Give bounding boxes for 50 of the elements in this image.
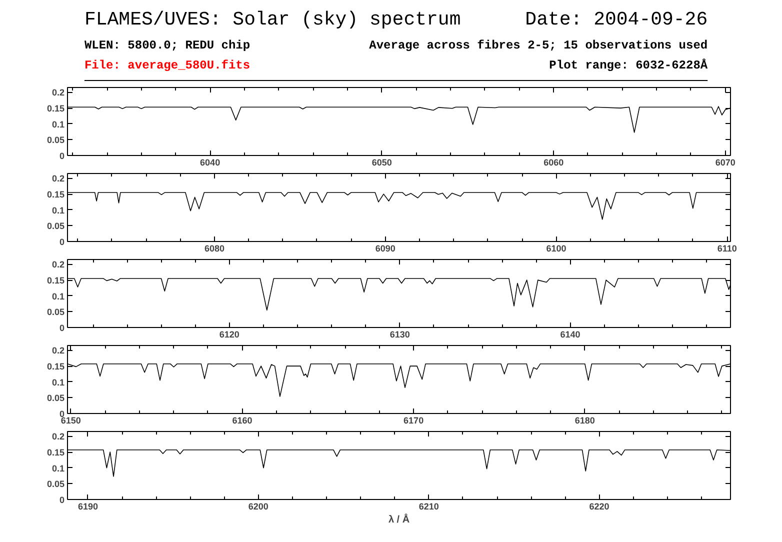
x-tick-label: 6130 bbox=[390, 330, 410, 340]
x-tick-label: 6120 bbox=[219, 330, 240, 340]
text: Average across fibres 2-5; 15 observations used bbox=[369, 38, 708, 52]
x-tick-label: 6150 bbox=[60, 416, 81, 426]
x-tick-label: 6200 bbox=[248, 502, 268, 512]
y-tick-label: 0.15 bbox=[46, 276, 65, 286]
y-tick-label: 0 bbox=[59, 323, 65, 333]
x-tick-label: 6070 bbox=[715, 158, 736, 168]
x-tick-label: 6090 bbox=[375, 244, 396, 254]
y-tick-label: 0.2 bbox=[52, 432, 65, 442]
chart-title: FLAMES/UVES: Solar (sky) spectrum bbox=[84, 8, 461, 30]
y-tick-label: 0.2 bbox=[52, 260, 65, 270]
y-tick-label: 0.15 bbox=[46, 104, 65, 114]
x-tick-label: 6110 bbox=[717, 244, 737, 254]
y-tick-label: 0.2 bbox=[52, 88, 65, 98]
y-tick-label: 0.05 bbox=[46, 479, 65, 490]
x-axis-title: λ / Å bbox=[388, 514, 410, 526]
y-tick-label: 0.15 bbox=[46, 362, 65, 372]
y-tick-label: 0.15 bbox=[46, 190, 65, 200]
x-tick-label: 6220 bbox=[589, 502, 610, 512]
y-tick-label: 0.2 bbox=[52, 346, 65, 356]
y-tick-label: 0.1 bbox=[52, 463, 65, 474]
x-tick-label: 6180 bbox=[574, 416, 595, 426]
y-tick-label: 0 bbox=[59, 237, 65, 247]
x-tick-label: 6080 bbox=[204, 244, 224, 254]
y-tick-label: 0.05 bbox=[46, 307, 65, 318]
y-tick-label: 0.1 bbox=[52, 377, 65, 388]
text: WLEN: 5800.0; REDU chip bbox=[84, 38, 250, 52]
x-tick-label: 6050 bbox=[372, 158, 392, 168]
text: Date: 2004-09-26 bbox=[525, 8, 708, 30]
text: File: average_580U.fits bbox=[84, 58, 250, 72]
y-tick-label: 0.1 bbox=[52, 119, 65, 130]
x-tick-label: 6160 bbox=[232, 416, 252, 426]
y-tick-label: 0.05 bbox=[46, 221, 65, 232]
text: Plot range: 6032-6228Å bbox=[549, 58, 708, 72]
x-tick-label: 6100 bbox=[546, 244, 566, 254]
y-tick-label: 0.2 bbox=[52, 174, 65, 184]
y-tick-label: 0 bbox=[59, 495, 65, 505]
y-tick-label: 0.05 bbox=[46, 393, 65, 404]
x-tick-label: 6140 bbox=[560, 330, 580, 340]
y-tick-label: 0.1 bbox=[52, 205, 65, 216]
x-tick-label: 6060 bbox=[544, 158, 564, 168]
y-tick-label: 0.05 bbox=[46, 135, 65, 146]
x-tick-label: 6040 bbox=[200, 158, 220, 168]
y-tick-label: 0.15 bbox=[46, 448, 65, 458]
x-tick-label: 6170 bbox=[404, 416, 424, 426]
x-tick-label: 6190 bbox=[78, 502, 98, 512]
y-tick-label: 0 bbox=[59, 151, 65, 161]
y-tick-label: 0.1 bbox=[52, 291, 65, 302]
x-tick-label: 6210 bbox=[418, 502, 439, 512]
